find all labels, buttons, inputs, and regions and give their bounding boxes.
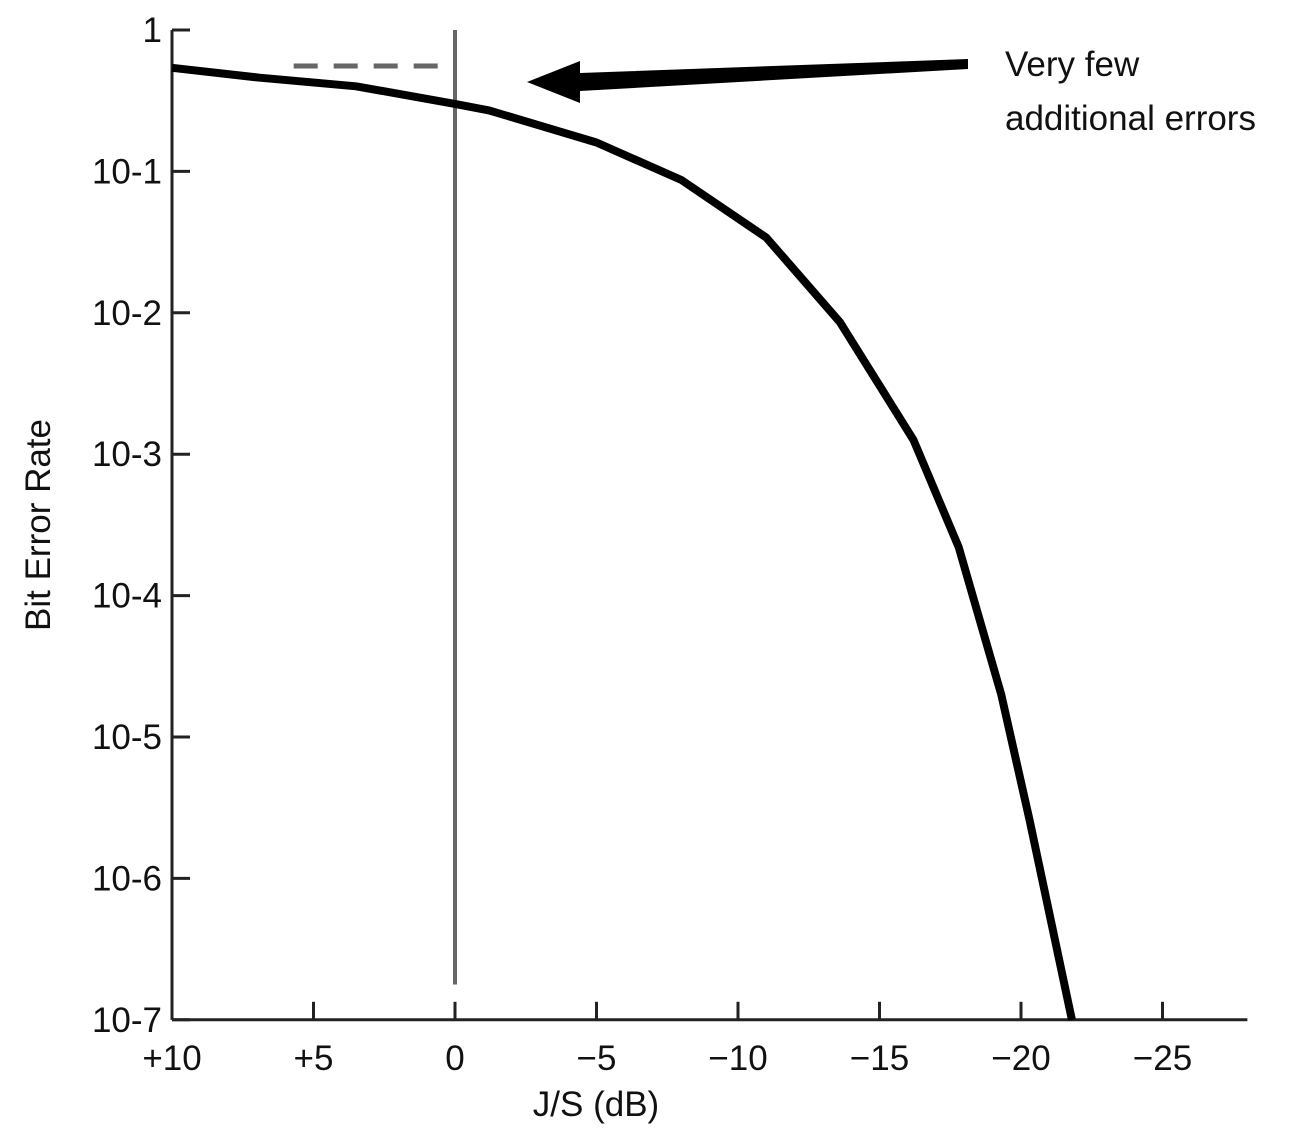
y-tick-label: 10-4 [92,577,162,616]
x-tick-label: −20 [991,1039,1050,1078]
x-tick-label: −15 [850,1039,909,1078]
y-tick-label: 10-5 [92,718,162,757]
y-tick-label: 1 [143,11,162,50]
annotation-arrow-icon [527,59,968,103]
y-axis-label: Bit Error Rate [19,419,58,631]
x-tick-label: +10 [142,1039,201,1078]
y-tick-label: 10-3 [92,435,162,474]
x-axis-label: J/S (dB) [533,1085,659,1124]
y-tick-label: 10-1 [92,152,162,191]
y-tick-label: 10-2 [92,294,162,333]
ber-curve-line [171,63,1076,1021]
x-tick-label: 0 [445,1039,464,1078]
x-tick-label: −25 [1133,1039,1192,1078]
y-tick-label: 10-7 [92,1001,162,1040]
x-tick-label: +5 [294,1039,334,1078]
y-tick-label: 10-6 [92,859,162,898]
annotation-line-2: additional errors [1005,99,1256,138]
x-tick-label: −5 [577,1039,617,1078]
annotation-line-1: Very few [1005,45,1140,84]
x-tick-label: −10 [708,1039,767,1078]
